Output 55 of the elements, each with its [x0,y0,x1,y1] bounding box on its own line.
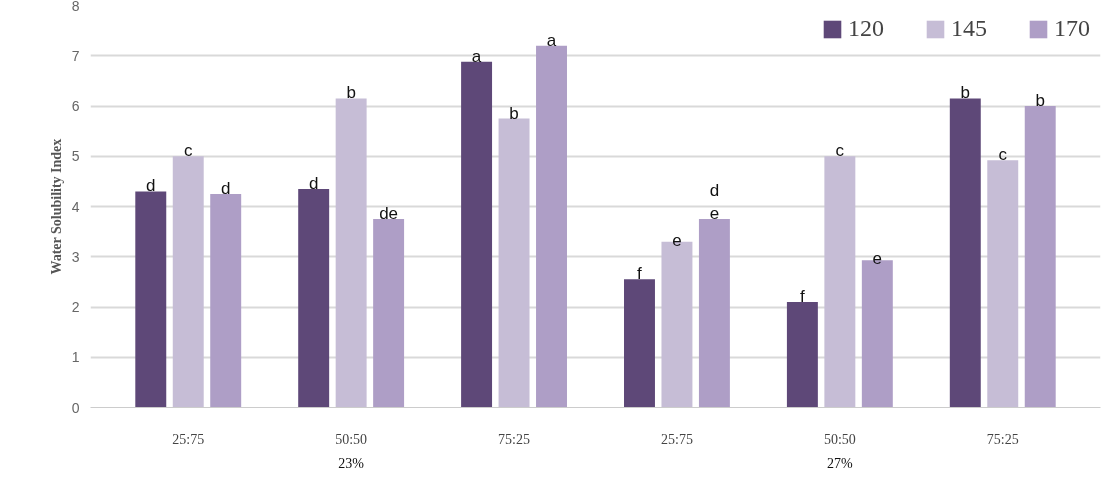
bar [172,156,204,408]
bar [698,219,730,408]
text: 27% [827,455,854,471]
bar [624,279,655,408]
bar [298,188,330,408]
bar [461,61,493,408]
y-tick-label: 0 [71,399,80,416]
x-tick-label: 50:50 [823,431,856,447]
data-label: de [379,204,399,224]
data-label: d e [709,181,720,224]
bar [210,193,242,408]
bar [335,98,367,408]
x-tick-label: 75:25 [986,431,1019,447]
data-label: f [800,286,806,306]
bar [536,45,567,408]
y-tick-label: 8 [71,0,80,14]
data-label: c [183,141,193,161]
bar [135,191,167,408]
legend-label: 120 [848,15,884,42]
y-tick-label: 4 [71,198,80,215]
y-tick-label: 1 [71,349,80,366]
y-axis-title: Water Solubility Index [48,138,64,275]
data-label: b [960,83,971,103]
bar [786,301,818,408]
data-label: d [220,178,231,198]
data-label: a [546,30,557,50]
y-tick-label: 2 [71,299,80,315]
x-tick-label: 75:25 [498,431,530,447]
bar [498,118,530,408]
legend-label: 145 [951,15,987,42]
data-label: a [471,46,482,66]
x-tick-label: 25:75 [172,431,205,447]
x-tick-label: 25:75 [661,431,693,447]
bar [824,156,856,408]
data-label: b [509,103,519,123]
bar [1024,106,1056,408]
data-label: d [146,176,156,196]
bar [373,219,405,408]
data-label: c [835,141,845,161]
bar [987,160,1019,408]
data-label: b [1035,91,1045,110]
data-label: b [346,83,356,103]
y-tick-label: 3 [71,248,80,265]
bar [949,98,981,408]
text: 23% [338,455,365,471]
data-label: e [672,230,682,250]
data-label: f [637,264,643,284]
x-tick-label: 50:50 [335,431,368,447]
data-label: c [998,145,1008,165]
data-label: e [872,249,883,269]
legend-label: 170 [1054,15,1090,42]
data-label: d [308,173,319,193]
y-tick-label: 7 [71,47,80,64]
y-tick-label: 5 [71,148,80,165]
y-tick-label: 6 [71,98,80,114]
